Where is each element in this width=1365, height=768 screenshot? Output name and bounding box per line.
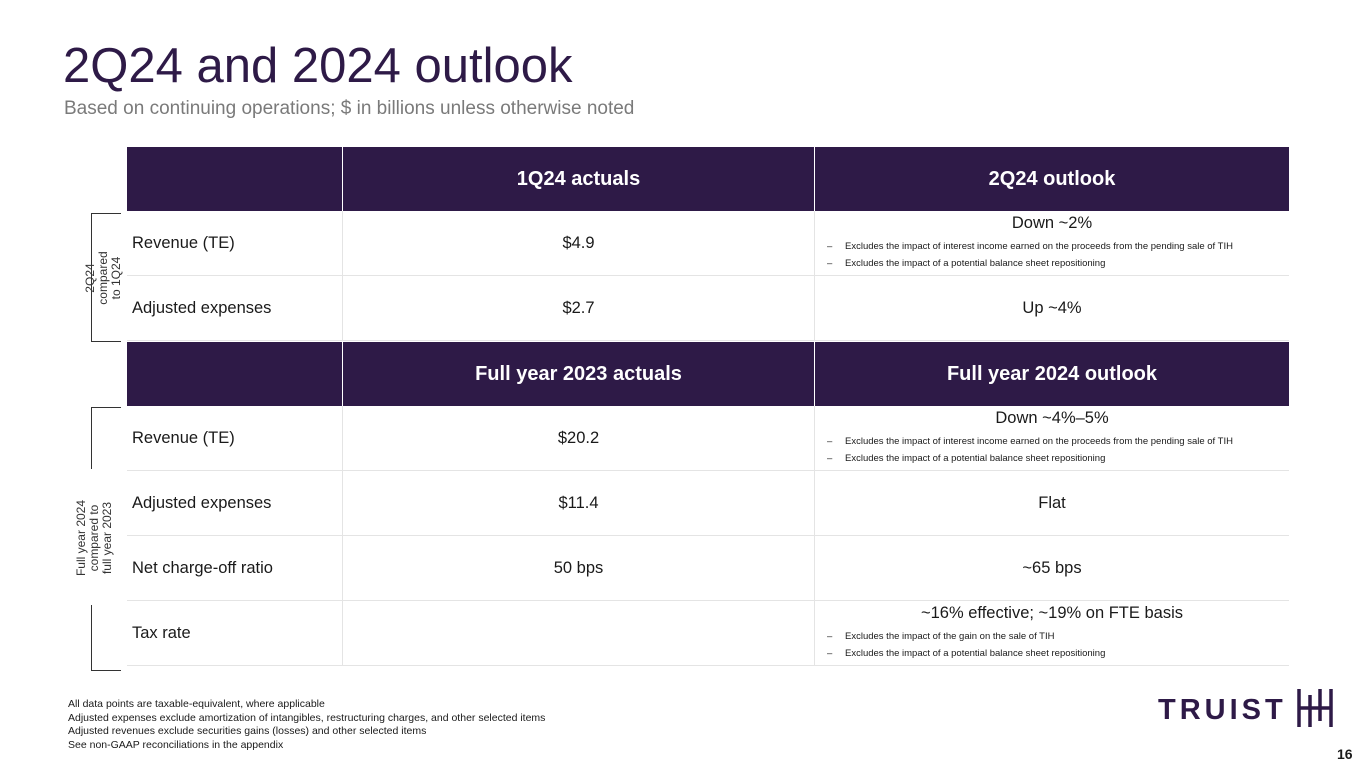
outlook-value: Down ~4%–5% bbox=[995, 409, 1109, 427]
note-item: – Excludes the impact of a potential bala… bbox=[827, 453, 1106, 464]
row-actual: $11.4 bbox=[343, 471, 815, 535]
row-label: Adjusted expenses bbox=[127, 471, 343, 535]
note-item: – Excludes the impact of a potential bala… bbox=[827, 258, 1106, 269]
section1-side-label: 2Q24 compared to 1Q24 bbox=[83, 251, 123, 305]
table-row: Adjusted expenses $2.7 Up ~4% bbox=[127, 276, 1289, 341]
section2-bracket-top bbox=[91, 407, 121, 469]
truist-logo: TRUIST bbox=[1158, 689, 1335, 732]
row-outlook: Up ~4% bbox=[815, 276, 1289, 340]
outlook-value: Up ~4% bbox=[1022, 298, 1082, 317]
section2-bracket-bottom bbox=[91, 605, 121, 671]
row-label: Revenue (TE) bbox=[127, 406, 343, 470]
header-fy2024-outlook: Full year 2024 outlook bbox=[946, 362, 1158, 385]
row-outlook: Flat bbox=[815, 471, 1289, 535]
table-row: Net charge-off ratio 50 bps ~65 bps bbox=[127, 536, 1289, 601]
row-outlook: ~16% effective; ~19% on FTE basis – Exclu… bbox=[815, 601, 1289, 665]
note-item: – Excludes the impact of the gain on the … bbox=[827, 631, 1055, 642]
row-label: Net charge-off ratio bbox=[127, 536, 343, 600]
table-row: Adjusted expenses $11.4 Flat bbox=[127, 471, 1289, 536]
section2-side-label: Full year 2024 compared to full year 202… bbox=[74, 499, 114, 577]
row-actual: $4.9 bbox=[343, 211, 815, 275]
footnote-line: Adjusted revenues exclude securities gai… bbox=[68, 725, 427, 737]
outlook-value: ~65 bps bbox=[1022, 558, 1082, 577]
page-title: 2Q24 and 2024 outlook bbox=[63, 39, 573, 93]
note-item: – Excludes the impact of interest income … bbox=[827, 436, 1233, 447]
outlook-value: Down ~2% bbox=[1011, 214, 1093, 232]
outlook-notes: – Excludes the impact of interest income … bbox=[827, 238, 1233, 272]
footnote-line: Adjusted expenses exclude amortization o… bbox=[68, 711, 546, 724]
truist-hh-mark-icon bbox=[1295, 689, 1335, 732]
table-row: Revenue (TE) $4.9 Down ~2% – Excludes the… bbox=[127, 211, 1289, 276]
table-header-section1: 1Q24 actuals 2Q24 outlook bbox=[127, 147, 1289, 211]
table-header-section2: Full year 2023 actuals Full year 2024 ou… bbox=[127, 342, 1289, 406]
logo-text: TRUIST bbox=[1158, 694, 1287, 726]
outlook-table: 1Q24 actuals 2Q24 outlook Revenue (TE) $… bbox=[127, 147, 1289, 666]
note-item: – Excludes the impact of a potential bala… bbox=[827, 648, 1106, 659]
page-number: 16 bbox=[1337, 746, 1353, 762]
page-subtitle: Based on continuing operations; $ in bil… bbox=[64, 98, 635, 119]
table-row: Tax rate ~16% effective; ~19% on FTE bas… bbox=[127, 601, 1289, 666]
footnote-line: All data points are taxable-equivalent, … bbox=[68, 698, 325, 710]
row-label: Tax rate bbox=[127, 601, 343, 665]
row-outlook: Down ~4%–5% – Excludes the impact of inte… bbox=[815, 406, 1289, 470]
row-actual bbox=[343, 601, 815, 665]
outlook-value: Flat bbox=[1038, 493, 1066, 512]
note-item: – Excludes the impact of interest income … bbox=[827, 241, 1233, 252]
row-actual: $20.2 bbox=[343, 406, 815, 470]
header-fy2023-actuals: Full year 2023 actuals bbox=[343, 342, 815, 406]
section1-bracket bbox=[91, 213, 121, 342]
header-1q24-actuals: 1Q24 actuals bbox=[343, 147, 815, 211]
row-actual: 50 bps bbox=[343, 536, 815, 600]
row-outlook: ~65 bps bbox=[815, 536, 1289, 600]
row-outlook: Down ~2% – Excludes the impact of interes… bbox=[815, 211, 1289, 275]
footnote-line: See non-GAAP reconciliations in the appe… bbox=[68, 738, 284, 751]
outlook-value: ~16% effective; ~19% on FTE basis bbox=[920, 604, 1183, 622]
footnotes: All data points are taxable-equivalent, … bbox=[68, 698, 545, 752]
row-label: Adjusted expenses bbox=[127, 276, 343, 340]
header-2q24-outlook: 2Q24 outlook bbox=[988, 167, 1116, 190]
row-actual: $2.7 bbox=[343, 276, 815, 340]
table-row: Revenue (TE) $20.2 Down ~4%–5% – Excludes… bbox=[127, 406, 1289, 471]
row-label: Revenue (TE) bbox=[127, 211, 343, 275]
outlook-notes: – Excludes the impact of the gain on the … bbox=[827, 628, 1105, 662]
outlook-notes: – Excludes the impact of interest income … bbox=[827, 433, 1233, 467]
